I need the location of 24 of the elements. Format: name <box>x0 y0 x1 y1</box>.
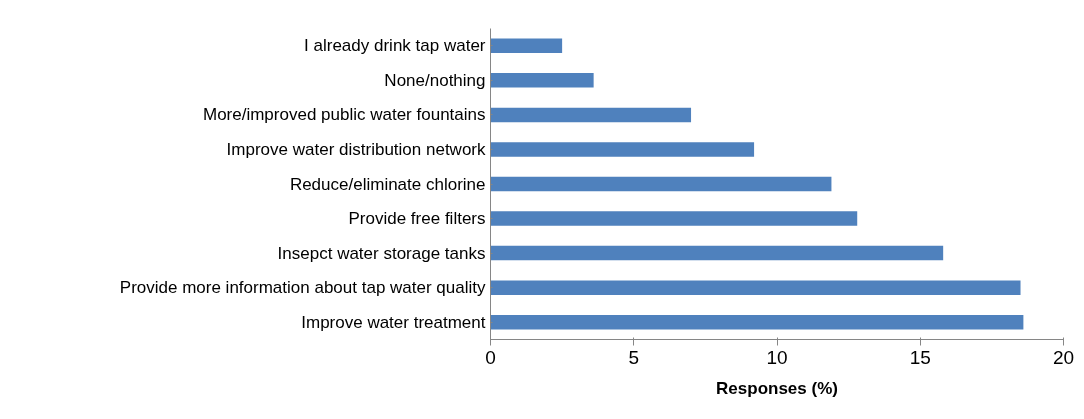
x-tick-label: 5 <box>628 346 640 368</box>
bar <box>490 38 563 54</box>
y-tick-label: Provide free filters <box>348 209 486 229</box>
bar <box>490 245 944 261</box>
y-tick-label: Provide more information about tap water quality <box>119 278 486 298</box>
y-tick-label: More/improved public water fountains <box>202 105 486 125</box>
y-tick-label: Improve water distribution network <box>226 139 486 159</box>
x-tick-label: 15 <box>909 346 931 368</box>
y-tick-label: Insepct water storage tanks <box>277 243 486 263</box>
x-tick-label: 0 <box>485 346 496 368</box>
x-tick-label: 20 <box>1052 346 1075 368</box>
bar <box>490 176 832 192</box>
bar <box>490 314 1024 330</box>
x-tick-label: 10 <box>766 346 788 368</box>
y-tick-label: None/nothing <box>384 70 486 90</box>
bar <box>490 107 692 123</box>
y-tick-label: Improve water treatment <box>301 312 486 332</box>
bar <box>490 280 1021 295</box>
y-tick-label: I already drink tap water <box>304 36 486 56</box>
bar <box>490 211 858 226</box>
y-tick-label: Reduce/eliminate chlorine <box>289 174 486 194</box>
bar <box>490 142 755 157</box>
x-axis-title: Responses (%) <box>716 378 838 398</box>
bar <box>490 73 594 88</box>
